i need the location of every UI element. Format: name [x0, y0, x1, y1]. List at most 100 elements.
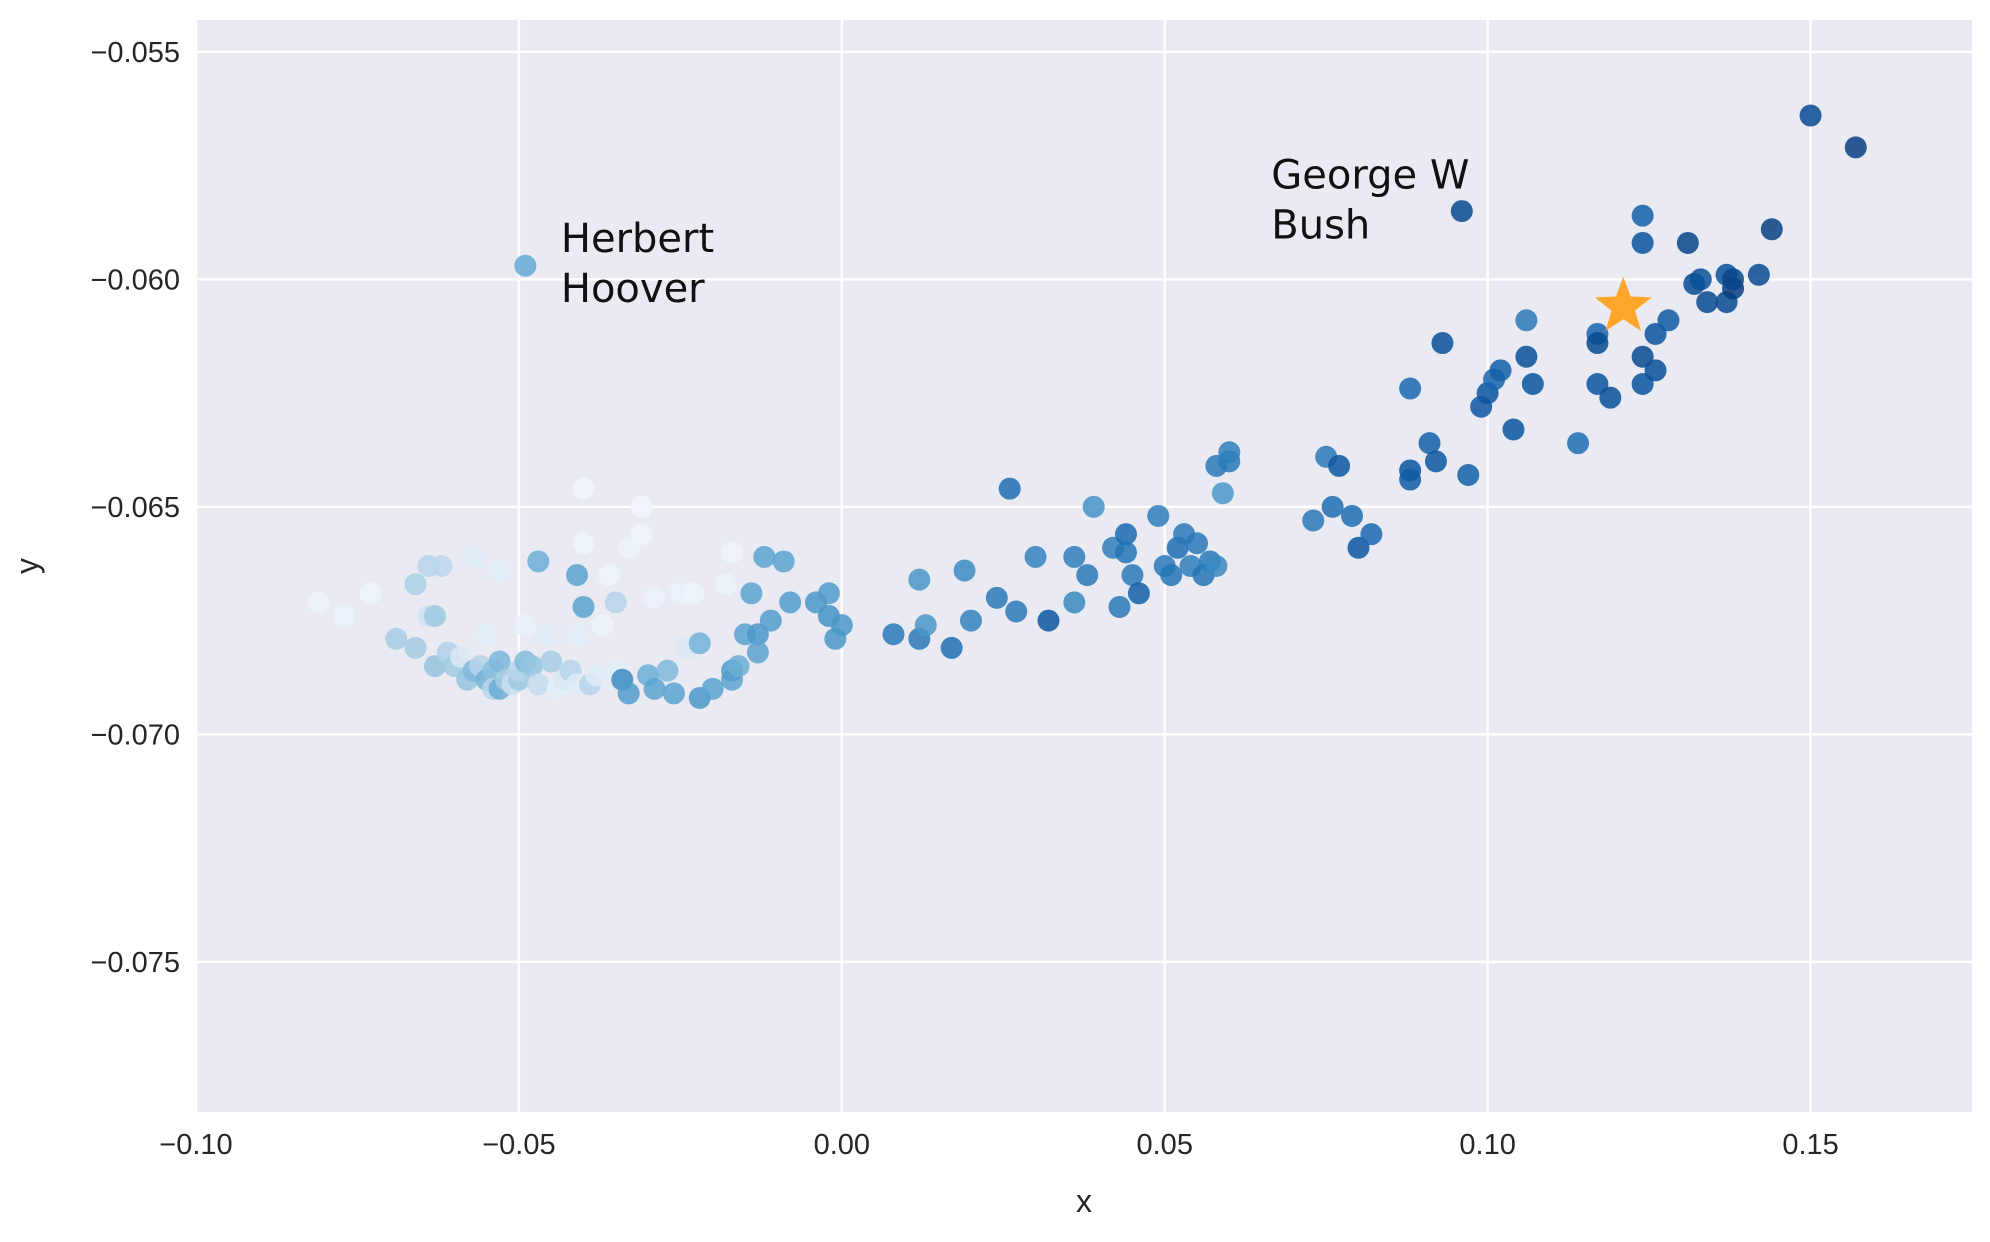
y-axis-label: y: [9, 558, 45, 574]
data-point: [1341, 504, 1364, 527]
data-point: [1114, 541, 1137, 564]
annotation-line: Hoover: [561, 266, 705, 312]
data-point: [566, 623, 589, 646]
y-tick-label: −0.075: [90, 947, 180, 979]
data-point: [333, 605, 356, 628]
y-tick-label: −0.070: [90, 719, 180, 751]
y-tick-labels: −0.055 −0.060 −0.065 −0.070 −0.075: [90, 37, 180, 979]
data-point: [1347, 536, 1370, 559]
data-point: [1186, 532, 1209, 555]
x-tick-label: 0.10: [1459, 1129, 1515, 1161]
data-point: [1747, 263, 1770, 286]
data-point: [1431, 332, 1454, 355]
data-point: [598, 564, 621, 587]
data-point: [1328, 454, 1351, 477]
data-point: [1689, 268, 1712, 291]
data-point: [914, 614, 937, 637]
data-point: [1844, 136, 1867, 159]
data-point: [656, 659, 679, 682]
data-point: [1108, 595, 1131, 618]
data-point: [1037, 609, 1060, 632]
data-point: [940, 636, 963, 659]
data-point: [1760, 218, 1783, 241]
data-point: [1360, 523, 1383, 546]
data-point: [1457, 464, 1480, 486]
data-point: [1302, 509, 1325, 532]
data-point: [753, 545, 776, 568]
data-point: [1676, 231, 1699, 254]
data-point: [475, 623, 498, 646]
data-point: [1024, 545, 1047, 568]
data-point: [1631, 345, 1654, 368]
data-point: [423, 655, 446, 678]
data-point: [998, 477, 1021, 500]
x-axis-label: x: [1076, 1183, 1092, 1219]
data-point: [759, 609, 782, 632]
grid-lines: [194, 20, 1972, 1112]
data-point: [953, 559, 976, 582]
data-point: [617, 682, 640, 705]
data-point: [1599, 386, 1622, 409]
data-point: [1502, 418, 1525, 441]
data-point: [1644, 359, 1667, 382]
data-point: [1160, 564, 1183, 587]
data-point: [1114, 523, 1137, 546]
data-point: [740, 582, 763, 605]
y-tick-label: −0.055: [90, 37, 180, 69]
x-tick-label: −0.10: [159, 1129, 232, 1161]
data-point: [1567, 432, 1590, 455]
data-point: [772, 550, 795, 573]
star-marker: [1594, 276, 1652, 331]
data-point: [1063, 591, 1086, 614]
data-point: [1799, 104, 1822, 127]
data-point: [572, 532, 595, 555]
data-point: [1644, 322, 1667, 345]
data-point: [533, 623, 556, 646]
data-point: [1005, 600, 1028, 623]
x-tick-label: 0.15: [1782, 1129, 1838, 1161]
data-point: [985, 586, 1008, 609]
data-point: [959, 609, 982, 632]
x-tick-label: −0.05: [482, 1129, 555, 1161]
data-point: [1657, 309, 1680, 332]
data-point: [1205, 555, 1228, 577]
data-point: [630, 523, 653, 546]
data-point: [882, 623, 905, 646]
data-point: [1399, 468, 1422, 491]
y-tick-label: −0.065: [90, 492, 180, 524]
data-point: [727, 655, 750, 678]
data-point: [617, 536, 640, 559]
data-point: [585, 664, 608, 687]
data-point: [488, 559, 511, 582]
data-point: [1722, 268, 1745, 291]
data-point: [1424, 450, 1447, 473]
data-point: [908, 568, 931, 591]
data-point: [1418, 432, 1441, 455]
annotation-line: Herbert: [561, 216, 714, 262]
data-point: [404, 573, 427, 596]
data-point: [817, 582, 840, 605]
highlight-layer: [1594, 276, 1652, 331]
data-point: [462, 545, 485, 568]
data-point: [591, 614, 614, 637]
data-point: [423, 605, 446, 628]
data-point: [1631, 204, 1654, 227]
data-point: [1147, 504, 1170, 527]
data-point: [1399, 377, 1422, 400]
data-point: [746, 623, 769, 646]
x-tick-labels: −0.10 −0.05 0.00 0.05 0.10 0.15: [159, 1129, 1838, 1161]
data-point: [1450, 200, 1473, 223]
data-point: [1121, 564, 1144, 587]
data-point: [1696, 291, 1719, 314]
data-points: [307, 104, 1867, 709]
data-point: [682, 582, 705, 605]
data-point: [527, 673, 550, 696]
data-point: [385, 627, 408, 650]
data-point: [643, 677, 666, 700]
data-point: [527, 550, 550, 573]
data-point: [721, 541, 744, 564]
data-point: [359, 582, 382, 605]
